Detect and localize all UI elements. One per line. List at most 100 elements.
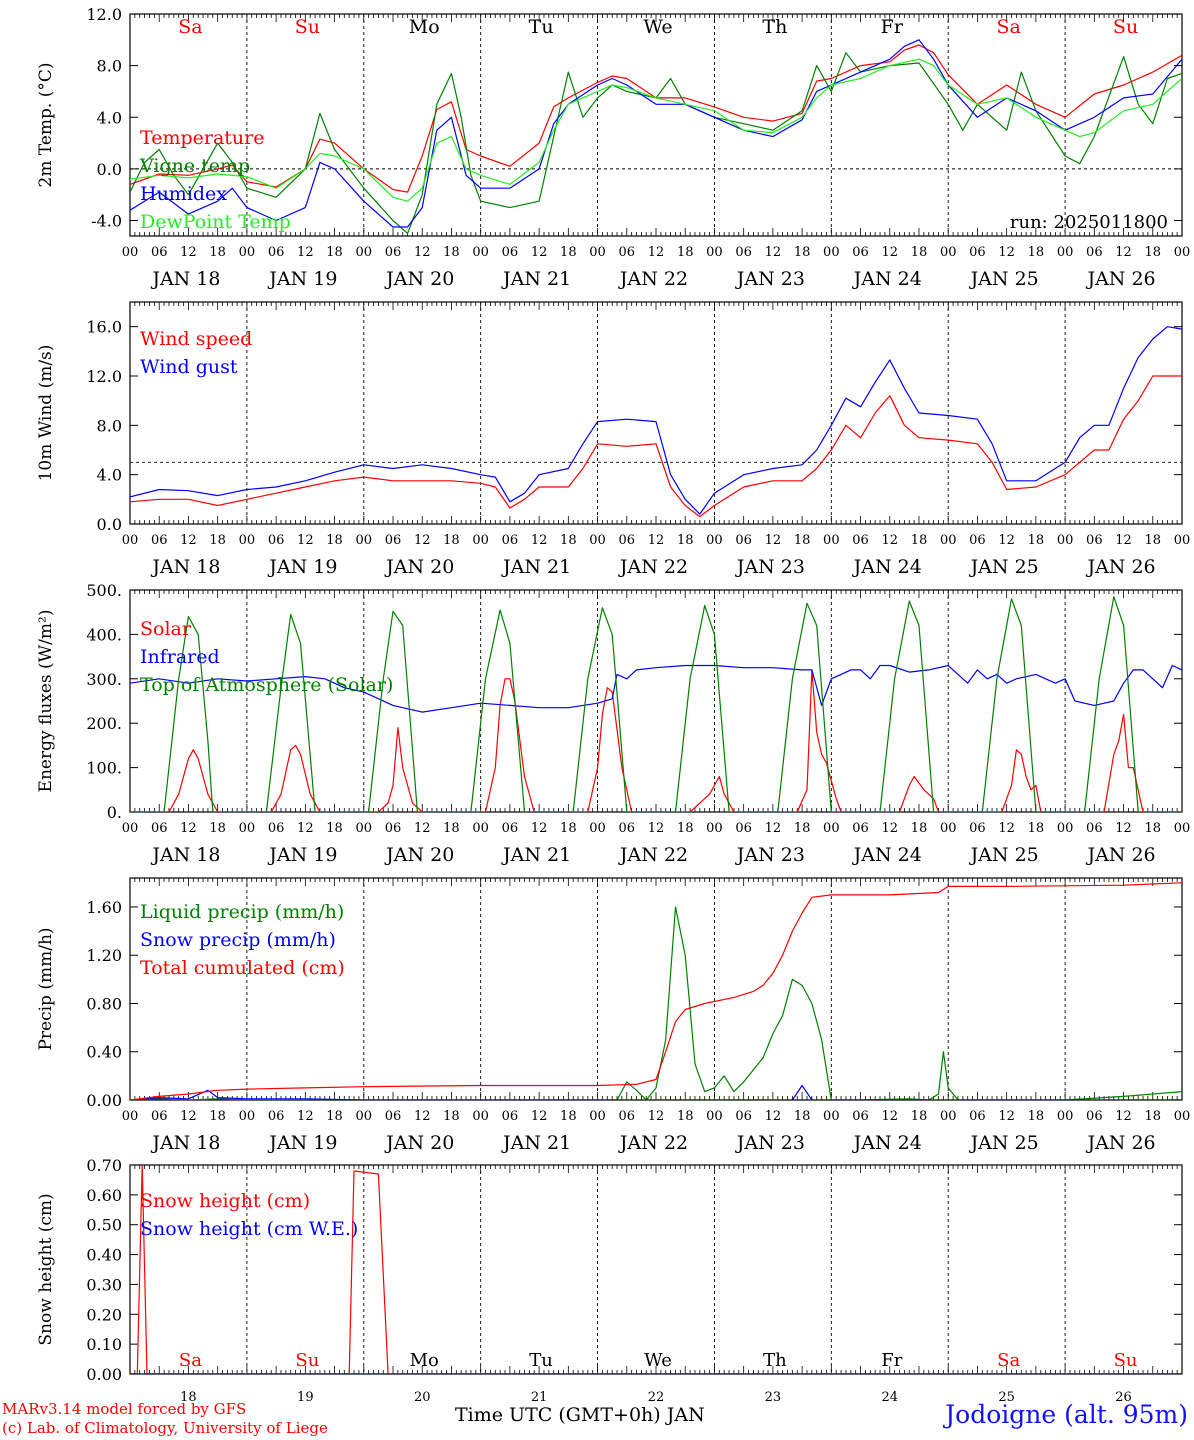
data-layer [130, 882, 1182, 1100]
y-tick-label: 400. [86, 625, 122, 644]
day-label: 23 [765, 1390, 782, 1405]
hour-label: 06 [385, 245, 402, 260]
hour-label: 12 [765, 245, 782, 260]
day-label: JAN 26 [1085, 556, 1155, 578]
hour-label: 18 [794, 1109, 811, 1124]
day-label: JAN 24 [852, 844, 922, 866]
hour-label: 18 [443, 533, 460, 548]
series-line-top-of-atmosphere-solar- [130, 596, 1182, 812]
hour-label: 06 [502, 245, 519, 260]
y-tick-label: 0.40 [86, 1246, 122, 1265]
hour-label: 18 [1145, 1109, 1162, 1124]
legend-label: Snow height (cm) [140, 1190, 310, 1212]
hour-label: 06 [735, 245, 752, 260]
hour-label: 00 [122, 245, 139, 260]
hour-label: 12 [297, 821, 314, 836]
weekday-label: Tu [529, 1350, 553, 1371]
hour-label: 18 [443, 1109, 460, 1124]
weekday-label: Sa [179, 1350, 202, 1371]
data-layer [130, 596, 1182, 812]
series-line-liquid-precip-mm-h- [130, 906, 1182, 1100]
y-tick-label: 0.60 [86, 1186, 122, 1205]
day-label: JAN 22 [618, 268, 688, 290]
hour-label: 18 [911, 245, 928, 260]
day-label: JAN 26 [1085, 844, 1155, 866]
day-label: JAN 21 [501, 1132, 571, 1154]
day-label: 22 [648, 1390, 665, 1405]
weekday-label: Tu [529, 16, 554, 38]
hour-label: 00 [589, 245, 606, 260]
hour-label: 06 [385, 533, 402, 548]
hour-label: 06 [852, 1109, 869, 1124]
hour-label: 06 [619, 821, 636, 836]
hour-label: 00 [940, 533, 957, 548]
hour-label: 00 [1057, 533, 1074, 548]
weekday-label: Su [1114, 1350, 1138, 1371]
day-label: 25 [998, 1390, 1015, 1405]
y-tick-label: -4.0 [91, 212, 122, 231]
hour-label: 00 [1057, 245, 1074, 260]
day-label: JAN 21 [501, 268, 571, 290]
hour-label: 12 [297, 533, 314, 548]
hour-label: 12 [765, 533, 782, 548]
day-label: JAN 23 [735, 556, 805, 578]
hour-label: 18 [209, 821, 226, 836]
day-label: JAN 19 [267, 844, 337, 866]
y-tick-label: 1.20 [86, 946, 122, 965]
legend-label: Humidex [140, 183, 227, 205]
day-label: JAN 18 [150, 556, 220, 578]
hour-label: 00 [239, 533, 256, 548]
panel-3: 0. 100. 200. 300. 400. 500. Energy fluxes (W/m… [36, 581, 1190, 866]
hour-label: 00 [356, 1109, 373, 1124]
legend-label: Top of Atmosphere (Solar) [140, 674, 393, 696]
hour-label: 12 [1115, 533, 1132, 548]
series-line-vigne-temp [130, 52, 1182, 234]
hour-label: 12 [1115, 821, 1132, 836]
hour-label: 18 [443, 821, 460, 836]
y-tick-label: 12.0 [86, 367, 122, 386]
weekday-label: Sa [996, 16, 1020, 38]
hour-label: 18 [1028, 533, 1045, 548]
hour-label: 06 [502, 533, 519, 548]
hour-label: 06 [268, 245, 285, 260]
legend-label: Total cumulated (cm) [140, 957, 345, 979]
hour-label: 18 [560, 1109, 577, 1124]
day-label: JAN 19 [267, 556, 337, 578]
series-line-total-cumulated-cm- [130, 882, 1182, 1100]
y-axis-title: 2m Temp. (°C) [36, 62, 56, 187]
hour-label: 00 [823, 821, 840, 836]
hour-label: 12 [765, 1109, 782, 1124]
hour-label: 12 [180, 245, 197, 260]
hour-label: 12 [297, 1109, 314, 1124]
day-label: 26 [1115, 1390, 1132, 1405]
x-axis-title: Time UTC (GMT+0h) JAN [455, 1404, 705, 1426]
y-tick-label: 100. [86, 759, 122, 778]
hour-label: 00 [239, 1109, 256, 1124]
hour-label: 00 [1174, 245, 1191, 260]
hour-label: 06 [502, 821, 519, 836]
hour-label: 12 [531, 821, 548, 836]
hour-label: 00 [472, 821, 489, 836]
day-label: JAN 25 [969, 844, 1039, 866]
hour-label: 06 [852, 245, 869, 260]
hour-label: 06 [735, 1109, 752, 1124]
legend-label: Liquid precip (mm/h) [140, 901, 344, 923]
hour-label: 06 [735, 533, 752, 548]
hour-label: 06 [619, 1109, 636, 1124]
hour-label: 12 [180, 821, 197, 836]
hour-label: 18 [794, 533, 811, 548]
hour-label: 06 [852, 533, 869, 548]
hour-label: 06 [969, 245, 986, 260]
hour-label: 06 [268, 821, 285, 836]
day-label: JAN 21 [501, 844, 571, 866]
hour-label: 12 [648, 533, 665, 548]
hour-label: 00 [706, 821, 723, 836]
hour-label: 18 [1145, 533, 1162, 548]
y-axis-title: Precip (mm/h) [36, 927, 56, 1050]
series-line-temperature [130, 44, 1182, 193]
hour-label: 06 [268, 1109, 285, 1124]
day-label: JAN 25 [969, 1132, 1039, 1154]
weekday-label: Th [763, 1350, 787, 1371]
hour-label: 00 [356, 533, 373, 548]
hour-label: 12 [648, 245, 665, 260]
